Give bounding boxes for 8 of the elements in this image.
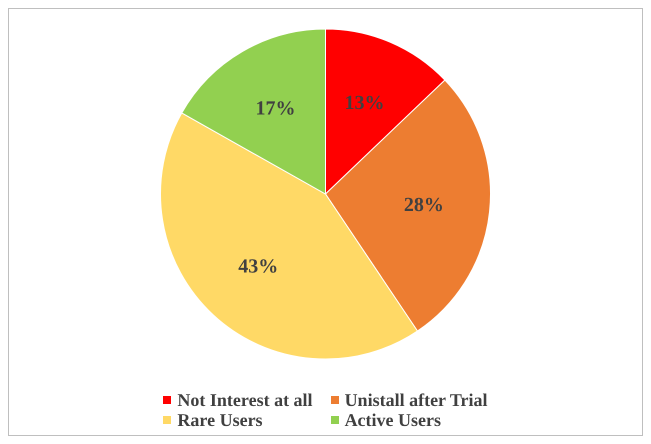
data-label: 17%	[256, 98, 296, 120]
legend-label: Rare Users	[177, 410, 263, 430]
data-label: 43%	[238, 256, 278, 278]
data-label: 13%	[344, 92, 384, 114]
legend-label: Unistall after Trial	[344, 390, 488, 410]
legend-label: Active Users	[344, 410, 442, 430]
legend-label: Not Interest at all	[177, 390, 313, 410]
data-label: 28%	[404, 194, 444, 216]
